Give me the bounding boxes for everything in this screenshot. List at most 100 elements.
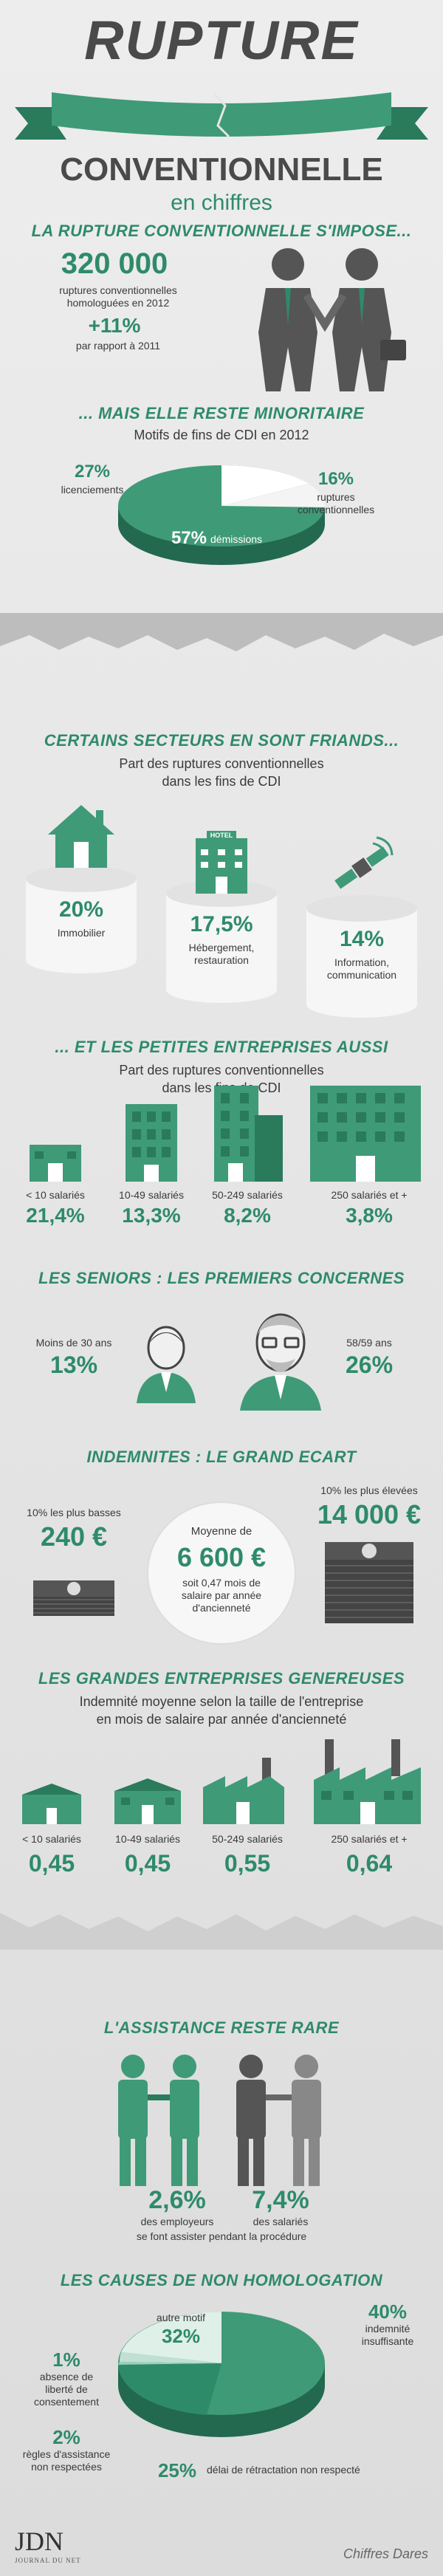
s3-subtitle-1: Part des ruptures conventionnelles (119, 756, 324, 771)
s4-item1-label: < 10 salariés (26, 1189, 85, 1201)
s4-item1-value: 21,4% (26, 1204, 85, 1227)
building-icon-xlarge (310, 1086, 421, 1182)
money-stack-icon-small (33, 1580, 114, 1616)
s7-item4-value: 0,64 (346, 1850, 393, 1877)
s2-slice2-value: 16% (317, 469, 354, 489)
s9-title: LES CAUSES DE NON HOMOLOGATION (60, 2271, 383, 2289)
title-sub: en chiffres (171, 191, 272, 215)
s9-slice4-label: règles d'assistance non respectées (22, 2448, 111, 2473)
satellite-icon (334, 836, 394, 889)
jdn-logo-sub: JOURNAL DU NET (15, 2557, 81, 2564)
s9-slice5-value: 1% (52, 2349, 80, 2371)
s5-young-label: Moins de 30 ans (35, 1337, 112, 1349)
s9-slice4-value: 2% (52, 2426, 80, 2448)
cylinder-hebergement (166, 880, 277, 1003)
s2-slice2-label: ruptures conventionnelles (297, 491, 375, 515)
s4-title: ... ET LES PETITES ENTREPRISES AUSSI (55, 1038, 388, 1056)
s3-item2-value: 17,5% (190, 912, 253, 936)
circle-badge (147, 1501, 296, 1645)
s5-senior-label: 58/59 ans (346, 1337, 392, 1349)
s6-low-label: 10% les plus basses (27, 1507, 121, 1518)
header: RUPTURE CONVENTIONNELLE en chiffres (0, 0, 443, 225)
s7-item4-label: 250 salariés et + (331, 1833, 408, 1845)
pie-non-homologation (118, 2312, 325, 2437)
s6-low-value: 240 € (40, 1521, 108, 1552)
s6-mid-note: soit 0,47 mois de salaire par année d'an… (181, 1577, 262, 1614)
s9-slice3-value: 32% (161, 2325, 201, 2347)
ribbon-banner (15, 92, 428, 140)
s6-mid-value: 6 600 € (176, 1542, 267, 1572)
s1-number-label: ruptures conventionnelles homologuées en… (59, 284, 177, 309)
s9-slice3-label: autre motif (156, 2312, 206, 2323)
s1-growth-label: par rapport à 2011 (75, 340, 161, 352)
factory-icon-2 (114, 1778, 181, 1824)
s7-subtitle-2: en mois de salaire par année d'anciennet… (96, 1712, 347, 1727)
s8-employers-label: des employeurs (140, 2216, 214, 2227)
handshake-icon (258, 248, 406, 391)
s8-employers-value: 2,6% (148, 2186, 206, 2214)
s9-slice1-label: indemnité insuffisante (361, 2323, 414, 2347)
s4-item4-value: 3,8% (346, 1204, 393, 1227)
s6-mid-label: Moyenne de (190, 1525, 253, 1538)
s2-subtitle: Motifs de fins de CDI en 2012 (134, 428, 309, 442)
torn-divider-2 (0, 1913, 443, 1950)
source-label: Chiffres Dares (343, 2546, 428, 2561)
factory-icon-1 (22, 1784, 81, 1824)
s7-item2-value: 0,45 (124, 1850, 171, 1877)
s9-slice2-label: délai de rétractation non respecté (207, 2464, 360, 2476)
pie-motifs (118, 465, 326, 565)
s7-subtitle-1: Indemnité moyenne selon la taille de l'e… (79, 1694, 364, 1709)
s7-item3-label: 50-249 salariés (212, 1833, 283, 1845)
house-icon (48, 805, 114, 868)
s1-title: LA RUPTURE CONVENTIONNELLE S'IMPOSE... (31, 222, 412, 240)
money-stack-icon-large (325, 1542, 413, 1623)
building-icon-small (30, 1145, 81, 1182)
factory-icon-4 (314, 1739, 421, 1824)
s9-slice5-label: absence de liberté de consentement (34, 2371, 99, 2408)
title-mid: CONVENTIONNELLE (60, 151, 383, 188)
s7-item3-value: 0,55 (224, 1850, 271, 1877)
building-icon-large (214, 1086, 283, 1182)
building-icon-medium (126, 1104, 177, 1182)
s3-title: CERTAINS SECTEURS EN SONT FRIANDS... (44, 731, 399, 750)
cylinder-immobilier (26, 866, 137, 973)
title-top: RUPTURE (84, 10, 359, 71)
s3-item3-label: Information, communication (326, 956, 397, 981)
s9-slice1-value: 40% (368, 2301, 408, 2323)
hotel-icon (196, 831, 247, 894)
s3-item1-label: Immobilier (57, 927, 106, 939)
s9-slice2-value: 25% (157, 2459, 197, 2481)
s5-young-value: 13% (49, 1352, 98, 1378)
s5-title: LES SENIORS : LES PREMIERS CONCERNES (38, 1269, 405, 1287)
s2-slice3-value: 57% (171, 528, 207, 548)
s1-growth: +11% (88, 314, 141, 337)
s4-item2-value: 13,3% (122, 1204, 181, 1227)
s8-employees-label: des salariés (253, 2216, 309, 2227)
s4-item3-value: 8,2% (224, 1204, 271, 1227)
s7-item1-label: < 10 salariés (22, 1833, 81, 1845)
s4-item3-label: 50-249 salariés (212, 1189, 283, 1201)
jdn-logo: JDN (15, 2527, 64, 2556)
s6-title: INDEMNITES : LE GRAND ECART (86, 1448, 357, 1466)
s3-item1-value: 20% (58, 897, 104, 922)
s3-item2-label: Hébergement, restauration (188, 942, 255, 966)
s2-slice1-label: licenciements (61, 484, 124, 496)
s6-high-value: 14 000 € (317, 1499, 422, 1530)
s4-item4-label: 250 salariés et + (331, 1189, 408, 1201)
s4-item2-label: 10-49 salariés (119, 1189, 184, 1201)
cylinder-information (306, 895, 417, 1018)
s5-senior-value: 26% (345, 1352, 394, 1378)
s8-employees-value: 7,4% (252, 2186, 309, 2214)
s8-footnote: se font assister pendant la procédure (136, 2230, 307, 2242)
s2-slice1-value: 27% (74, 462, 111, 482)
s2-slice3-label: démissions (210, 533, 263, 545)
s3-subtitle-2: dans les fins de CDI (162, 774, 281, 789)
people-group-icon (118, 2055, 321, 2186)
s6-high-label: 10% les plus élevées (320, 1484, 418, 1496)
person-icon-young (137, 1326, 196, 1403)
person-icon-senior (240, 1313, 321, 1411)
s8-title: L'ASSISTANCE RESTE RARE (103, 2018, 340, 2037)
factory-icon-3 (203, 1758, 284, 1824)
s1-number: 320 000 (61, 247, 168, 280)
